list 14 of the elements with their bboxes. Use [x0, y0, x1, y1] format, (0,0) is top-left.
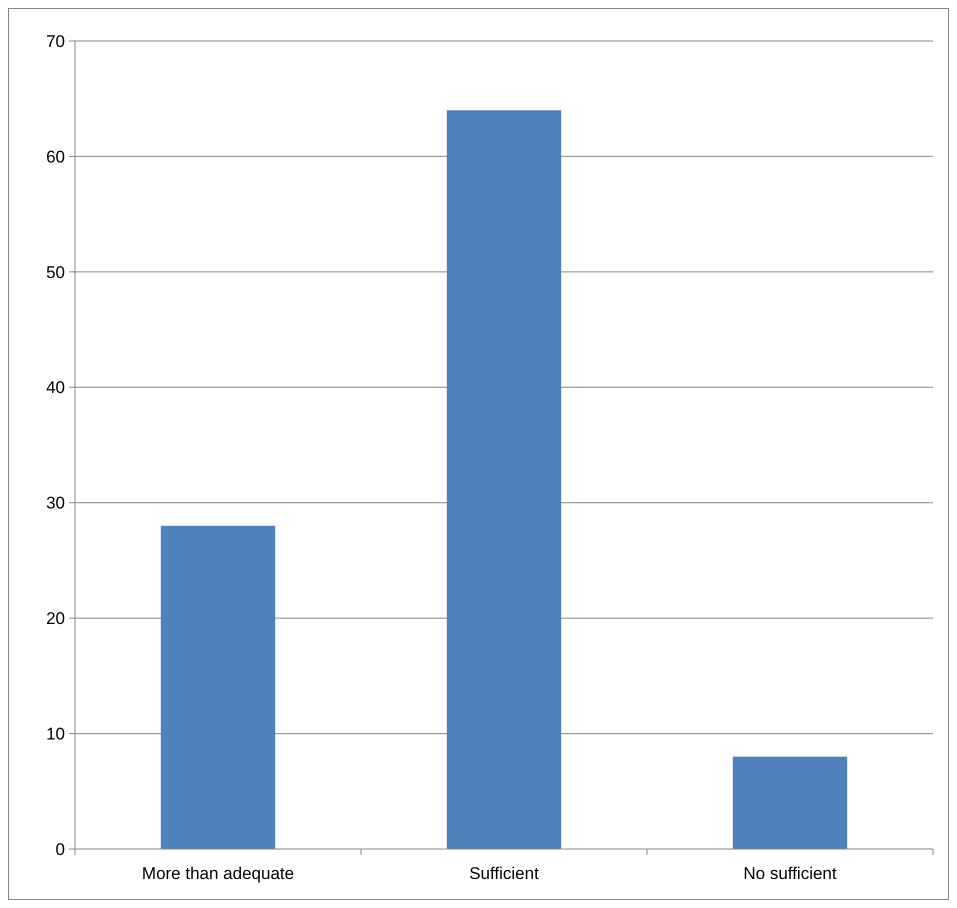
x-tick-label: No sufficient: [743, 864, 837, 883]
bar: [160, 526, 276, 849]
y-tick-label: 30: [46, 494, 65, 513]
bar: [446, 110, 562, 849]
y-tick-label: 70: [46, 32, 65, 51]
x-tick-label: Sufficient: [469, 864, 540, 883]
x-tick-label: More than adequate: [142, 864, 294, 883]
bar: [732, 756, 848, 849]
y-tick-label: 10: [46, 724, 65, 744]
y-tick-label: 20: [46, 609, 65, 628]
y-tick-label: 40: [46, 378, 65, 398]
y-tick-label: 50: [46, 262, 65, 282]
y-tick-label: 60: [46, 147, 65, 166]
y-tick-label: 0: [56, 840, 65, 859]
